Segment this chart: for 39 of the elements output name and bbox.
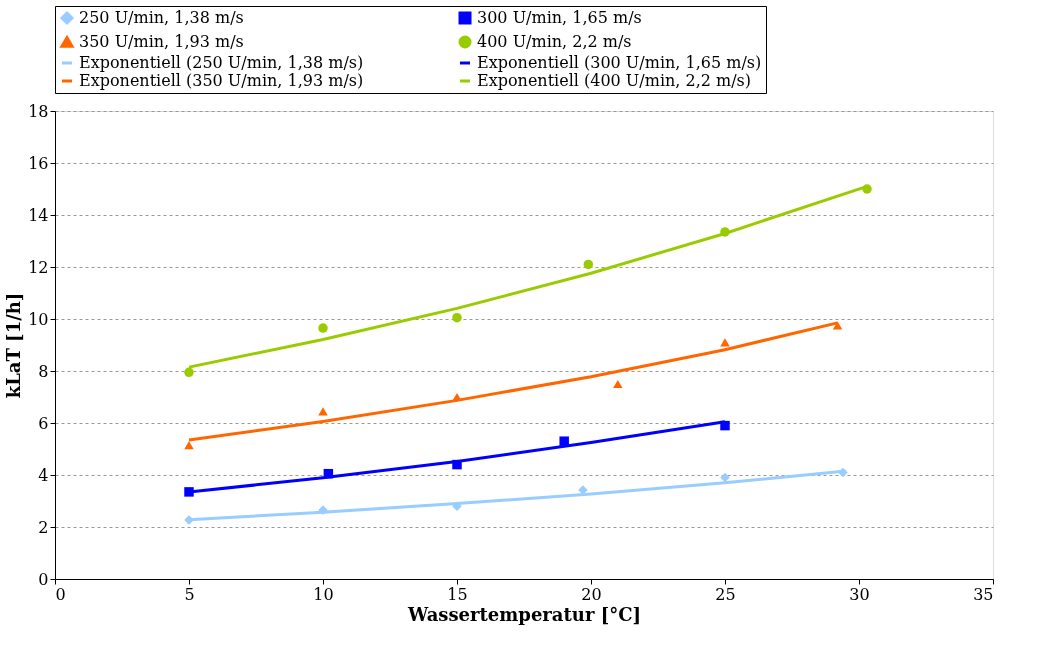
y-tick-label: 4 xyxy=(38,465,49,485)
point xyxy=(184,440,194,450)
y-tick-label: 0 xyxy=(38,569,49,589)
legend-label: Exponentiell (350 U/min, 1,93 m/s) xyxy=(79,71,364,90)
point xyxy=(318,323,328,333)
point xyxy=(184,487,194,497)
y-tick-label: 18 xyxy=(28,101,49,121)
point xyxy=(720,338,730,347)
x-tick-label: 0 xyxy=(55,584,66,604)
legend-label: 400 U/min, 2,2 m/s xyxy=(477,32,632,51)
y-tick-label: 6 xyxy=(38,413,49,433)
y-tick-label: 12 xyxy=(28,257,49,277)
legend-label: Exponentiell (300 U/min, 1,65 m/s) xyxy=(477,53,762,72)
x-tick-label: 15 xyxy=(447,584,468,604)
point xyxy=(184,367,194,378)
x-tick-label: 10 xyxy=(313,584,334,604)
legend-label: Exponentiell (400 U/min, 2,2 m/s) xyxy=(477,71,752,90)
x-tick-label: 5 xyxy=(184,584,195,604)
legend-label: 300 U/min, 1,65 m/s xyxy=(477,8,642,27)
x-tick-label: 25 xyxy=(715,584,736,604)
point xyxy=(583,259,594,270)
legend-label: 350 U/min, 1,93 m/s xyxy=(79,32,244,51)
x-tick-label: 30 xyxy=(849,584,870,604)
point xyxy=(613,379,623,389)
point xyxy=(559,436,569,446)
y-tick-label: 16 xyxy=(28,153,49,173)
y-tick-label: 8 xyxy=(38,361,49,381)
x-tick-label: 20 xyxy=(581,584,602,604)
point xyxy=(452,312,462,323)
legend-label: 250 U/min, 1,38 m/s xyxy=(79,8,244,27)
y-axis-title: kLaT [1/h] xyxy=(3,292,25,399)
point xyxy=(832,321,843,330)
y-tick-label: 10 xyxy=(28,309,49,329)
legend-label: Exponentiell (250 U/min, 1,38 m/s) xyxy=(79,53,364,72)
y-tick-label: 2 xyxy=(38,517,49,537)
y-tick-label: 14 xyxy=(28,205,49,225)
point xyxy=(720,472,730,483)
x-tick-label: 35 xyxy=(973,584,994,604)
x-axis-title: Wassertemperatur [°C] xyxy=(406,603,642,625)
